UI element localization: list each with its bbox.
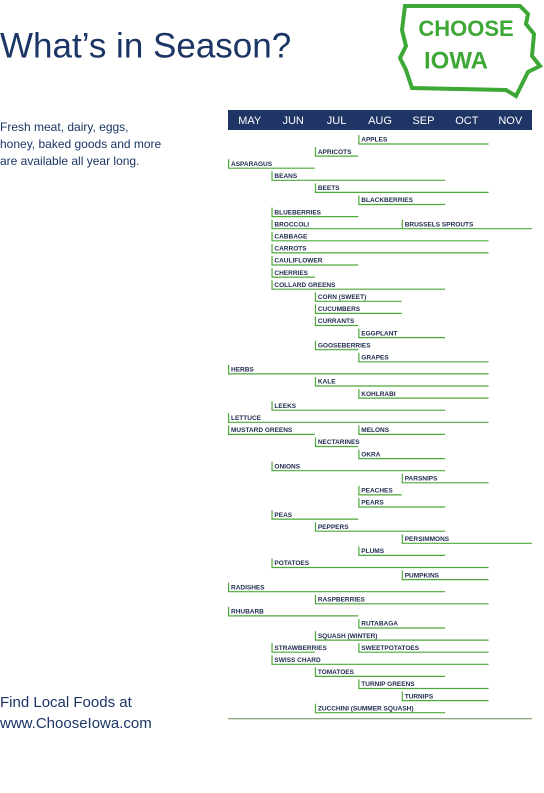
task-label: MUSTARD GREENS xyxy=(231,427,293,434)
month-label: NOV xyxy=(498,115,523,127)
task-label: SWISS CHARD xyxy=(274,657,321,664)
task-label: RASPBERRIES xyxy=(318,597,366,604)
task-label: PUMPKINS xyxy=(405,572,440,579)
task-label: POTATOES xyxy=(274,560,309,567)
task-label: LETTUCE xyxy=(231,415,262,422)
task-label: APRICOTS xyxy=(318,149,352,156)
task-label: GOOSEBERRIES xyxy=(318,342,371,349)
task-label: ONIONS xyxy=(274,463,300,470)
task-label: PERSIMMONS xyxy=(405,536,450,543)
task-label: SWEETPOTATOES xyxy=(361,645,419,652)
task-label: RADISHES xyxy=(231,584,265,591)
task-label: HERBS xyxy=(231,367,254,374)
task-label: BEETS xyxy=(318,185,340,192)
task-label: BROCCOLI xyxy=(274,221,309,228)
task-label: RUTABAGA xyxy=(361,621,398,628)
subtitle: honey, baked goods and more xyxy=(0,137,162,151)
task-label: LEEKS xyxy=(274,403,296,410)
month-label: OCT xyxy=(455,115,479,127)
logo: CHOOSE IOWA xyxy=(397,4,544,99)
task-label: TOMATOES xyxy=(318,669,355,676)
task-label: KALE xyxy=(318,379,336,386)
logo-text: CHOOSE xyxy=(418,16,513,41)
subtitle: are available all year long. xyxy=(0,154,139,168)
logo-outline xyxy=(397,4,544,99)
task-label: CURRANTS xyxy=(318,318,355,325)
month-label: JUN xyxy=(282,115,303,127)
task-label: EGGPLANT xyxy=(361,330,397,337)
task-label: TURNIP GREENS xyxy=(361,681,415,688)
month-label: SEP xyxy=(412,115,434,127)
month-label: MAY xyxy=(238,115,262,127)
task-label: GRAPES xyxy=(361,355,389,362)
task-label: CARROTS xyxy=(274,246,307,253)
task-label: OKRA xyxy=(361,451,380,458)
task-label: CUCUMBERS xyxy=(318,306,361,313)
task-label: ZUCCHINI (SUMMER SQUASH) xyxy=(318,705,414,712)
task-label: CABBAGE xyxy=(274,234,308,241)
task-label: PEACHES xyxy=(361,488,393,495)
chart-title: What’s in Season? xyxy=(0,26,291,65)
task-label: PLUMS xyxy=(361,548,384,555)
task-label: APPLES xyxy=(361,137,388,144)
task-label: COLLARD GREENS xyxy=(274,282,336,289)
footer: Find Local Foods at xyxy=(0,694,133,711)
header-band xyxy=(228,110,532,130)
logo-text: IOWA xyxy=(424,47,488,74)
task-label: KOHLRABI xyxy=(361,391,395,398)
task-label: SQUASH (WINTER) xyxy=(318,633,378,640)
subtitle: Fresh meat, dairy, eggs, xyxy=(0,120,129,134)
task-label: PEAS xyxy=(274,512,292,519)
task-label: PARSNIPS xyxy=(405,476,438,483)
task-label: NECTARINES xyxy=(318,439,360,446)
task-label: BLUEBERRIES xyxy=(274,209,321,216)
month-label: AUG xyxy=(368,115,392,127)
footer: www.ChooseIowa.com xyxy=(0,715,152,732)
task-label: CHERRIES xyxy=(274,270,308,277)
task-label: STRAWBERRIES xyxy=(274,645,327,652)
task-label: RHUBARB xyxy=(231,609,264,616)
task-label: PEPPERS xyxy=(318,524,349,531)
task-label: CAULIFLOWER xyxy=(274,258,322,265)
task-label: CORN (SWEET) xyxy=(318,294,366,301)
task-label: BLACKBERRIES xyxy=(361,197,413,204)
month-label: JUL xyxy=(327,115,347,127)
task-label: ASPARAGUS xyxy=(231,161,273,168)
task-label: MELONS xyxy=(361,427,389,434)
task-label: BEANS xyxy=(274,173,297,180)
task-label: PEARS xyxy=(361,500,384,507)
task-label: TURNIPS xyxy=(405,693,434,700)
task-label: BRUSSELS SPROUTS xyxy=(405,221,474,228)
